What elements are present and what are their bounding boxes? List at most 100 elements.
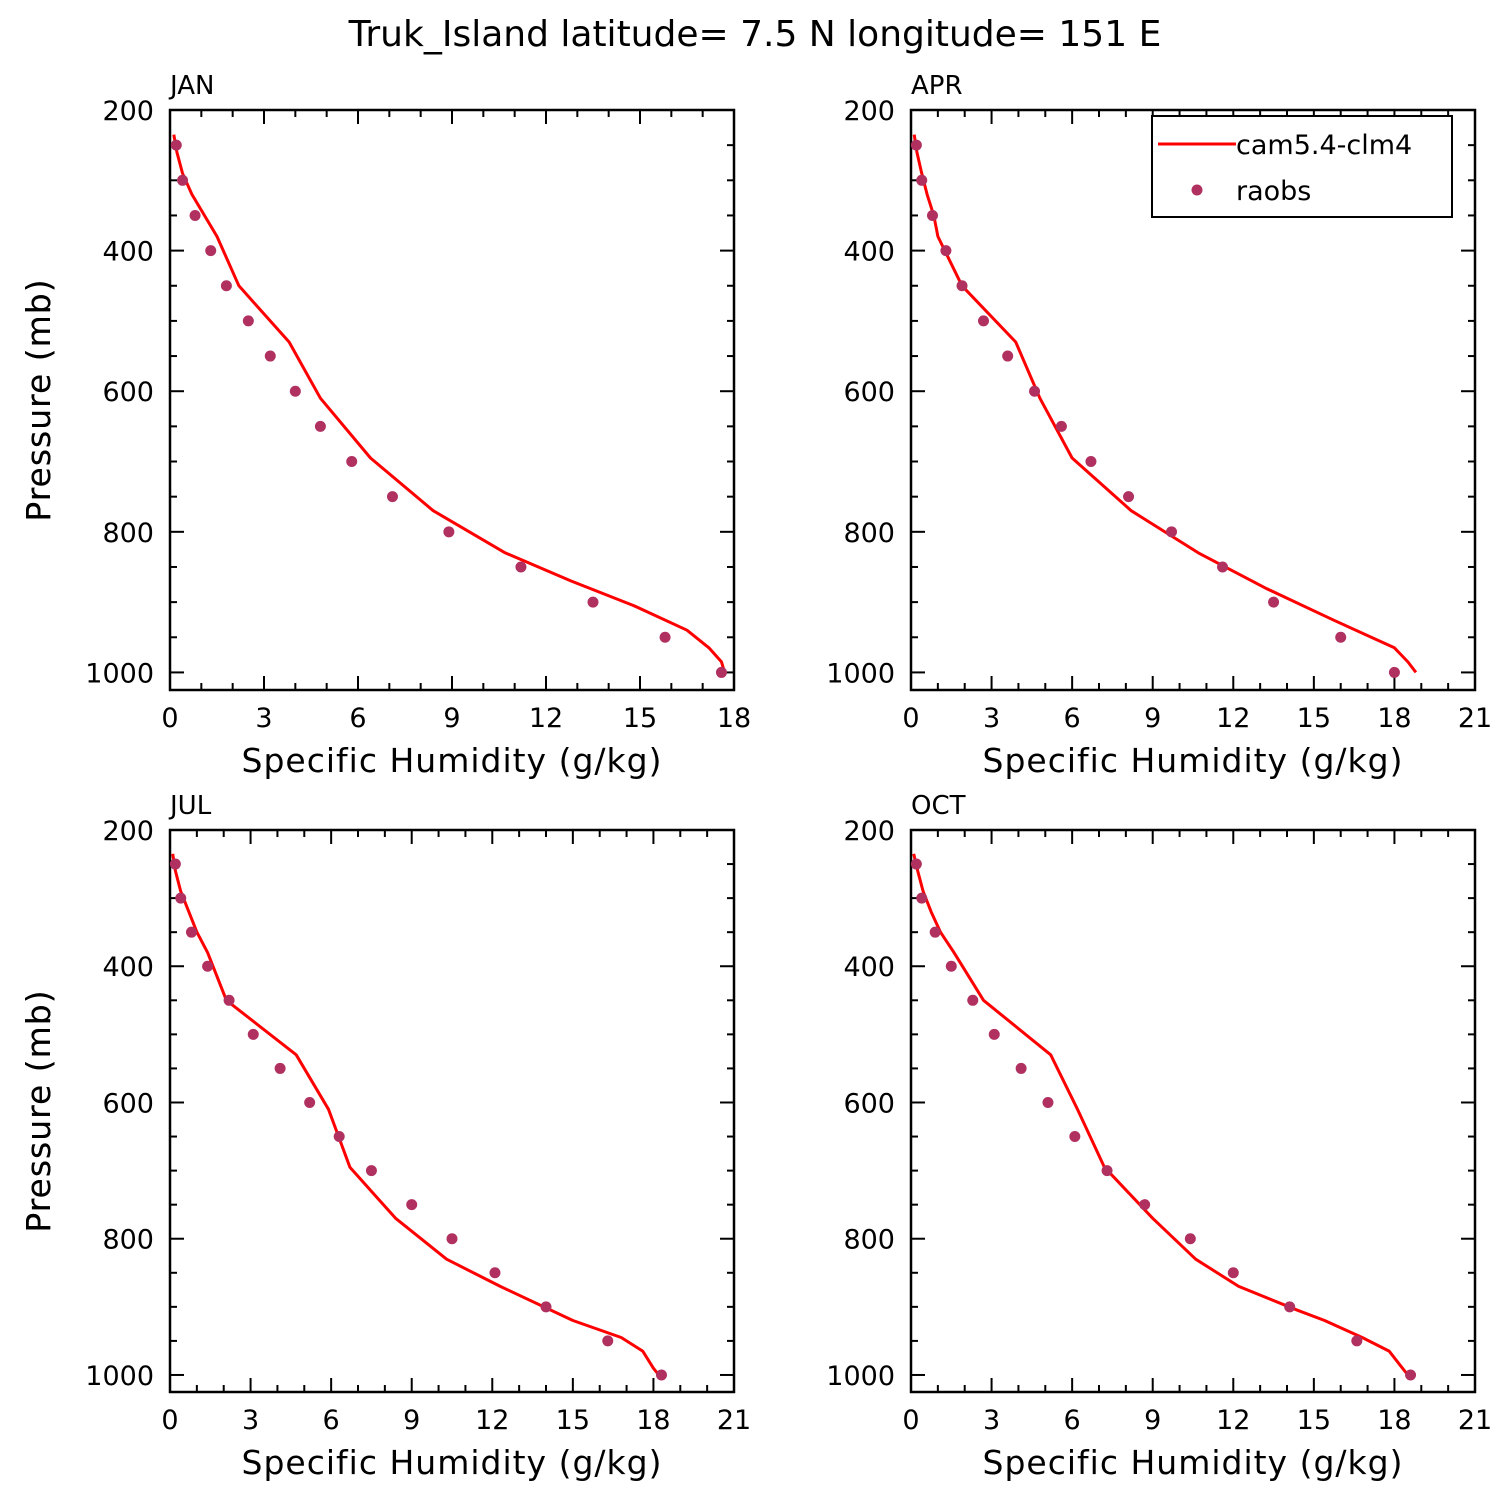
y-tick-label: 200 — [102, 816, 154, 847]
plot-frame — [168, 828, 736, 1394]
y-tick-label: 200 — [843, 96, 895, 127]
x-tick-label: 12 — [1216, 703, 1250, 734]
panel-apr: APR 0 3 6 9 12 15 18 21 200 400 600 800 1000 Specific … — [19, 71, 1492, 780]
y-tick-label: 1000 — [85, 658, 154, 689]
y-tick-label: 600 — [843, 1088, 895, 1119]
raobs-point — [515, 561, 527, 573]
x-tick-label: 0 — [902, 1405, 919, 1436]
y-axis-label: Pressure (mb) — [19, 278, 58, 521]
raobs-point — [1069, 1131, 1081, 1143]
raobs-point — [1268, 596, 1280, 608]
plot-frame — [909, 108, 1477, 692]
legend-marker-swatch — [1191, 184, 1203, 196]
figure-title: Truk_Island latitude= 7.5 N longitude= 1… — [348, 14, 1162, 55]
raobs-point — [1217, 561, 1229, 573]
legend: cam5.4-clm4 raobs — [1151, 115, 1453, 218]
panel-jan: JAN 0 3 6 9 12 15 18 200 400 600 800 1000 Specific Hu… — [19, 71, 751, 780]
y-axis-label: Pressure (mb) — [19, 989, 58, 1232]
series-line-model — [172, 134, 727, 673]
y-tick-label: 800 — [843, 1225, 895, 1256]
x-tick-label: 3 — [983, 1405, 1000, 1436]
y-tick-label: 800 — [843, 518, 895, 549]
raobs-point — [489, 1267, 501, 1279]
raobs-point — [1101, 1165, 1113, 1177]
x-tick-label: 3 — [255, 703, 272, 734]
x-tick-label: 12 — [529, 703, 563, 734]
raobs-point — [175, 892, 187, 904]
x-axis-label: Specific Humidity (g/kg) — [242, 741, 663, 780]
y-tick-label: 200 — [843, 816, 895, 847]
y-axis-label: Pressure (mb) — [19, 989, 58, 1232]
y-tick-label: 1000 — [826, 658, 895, 689]
raobs-point — [1284, 1301, 1296, 1313]
panel-oct: OCT 0 3 6 9 12 15 18 21 200 400 600 800 1000 Specific … — [19, 791, 1492, 1482]
raobs-point — [177, 174, 189, 186]
y-tick-label: 400 — [102, 952, 154, 983]
raobs-point — [274, 1062, 286, 1074]
raobs-point — [929, 926, 941, 938]
raobs-point — [910, 139, 922, 151]
raobs-point — [1388, 666, 1400, 678]
x-tick-label: 9 — [1144, 703, 1161, 734]
raobs-point — [926, 209, 938, 221]
raobs-point — [655, 1369, 667, 1381]
raobs-point — [978, 315, 990, 327]
raobs-point — [220, 280, 232, 292]
raobs-point — [264, 350, 276, 362]
x-tick-label: 9 — [443, 703, 460, 734]
raobs-point — [443, 526, 455, 538]
x-tick-label: 18 — [1377, 703, 1411, 734]
raobs-point — [346, 456, 358, 468]
raobs-point — [1042, 1096, 1054, 1108]
raobs-point — [333, 1131, 345, 1143]
x-tick-label: 6 — [349, 703, 366, 734]
raobs-point — [1055, 420, 1067, 432]
raobs-point — [540, 1301, 552, 1313]
raobs-point — [1029, 385, 1041, 397]
raobs-point — [365, 1165, 377, 1177]
raobs-point — [1405, 1369, 1417, 1381]
raobs-point — [247, 1028, 259, 1040]
x-axis-label: Specific Humidity (g/kg) — [983, 741, 1404, 780]
y-tick-label: 400 — [102, 237, 154, 268]
raobs-point — [1015, 1062, 1027, 1074]
raobs-point — [185, 926, 197, 938]
raobs-point — [446, 1233, 458, 1245]
raobs-point — [910, 858, 922, 870]
raobs-point — [1184, 1233, 1196, 1245]
x-tick-label: 12 — [1216, 1405, 1250, 1436]
x-tick-label: 3 — [983, 703, 1000, 734]
x-tick-label: 15 — [1297, 703, 1331, 734]
y-tick-label: 600 — [843, 377, 895, 408]
x-tick-label: 15 — [623, 703, 657, 734]
plot-frame — [909, 828, 1477, 1394]
y-tick-label: 400 — [843, 237, 895, 268]
x-tick-label: 9 — [403, 1405, 420, 1436]
x-tick-label: 18 — [636, 1405, 670, 1436]
raobs-point — [242, 315, 254, 327]
raobs-point — [1335, 631, 1347, 643]
y-tick-label: 1000 — [85, 1361, 154, 1392]
x-tick-label: 6 — [1064, 703, 1081, 734]
series-line-model — [912, 134, 1418, 674]
raobs-point — [202, 960, 214, 972]
x-tick-label: 15 — [1297, 1405, 1331, 1436]
x-tick-label: 15 — [556, 1405, 590, 1436]
x-axis-label: Specific Humidity (g/kg) — [242, 1443, 663, 1482]
raobs-point — [1227, 1267, 1239, 1279]
y-tick-label: 200 — [102, 96, 154, 127]
y-tick-label: 600 — [102, 377, 154, 408]
raobs-point — [1139, 1199, 1151, 1211]
x-tick-label: 3 — [242, 1405, 259, 1436]
y-tick-label: 800 — [102, 1225, 154, 1256]
x-tick-label: 0 — [902, 703, 919, 734]
x-tick-label: 0 — [161, 1405, 178, 1436]
raobs-point — [956, 280, 968, 292]
x-tick-label: 21 — [717, 1405, 751, 1436]
y-tick-label: 1000 — [826, 1361, 895, 1392]
raobs-point — [916, 174, 928, 186]
x-tick-label: 18 — [717, 703, 751, 734]
